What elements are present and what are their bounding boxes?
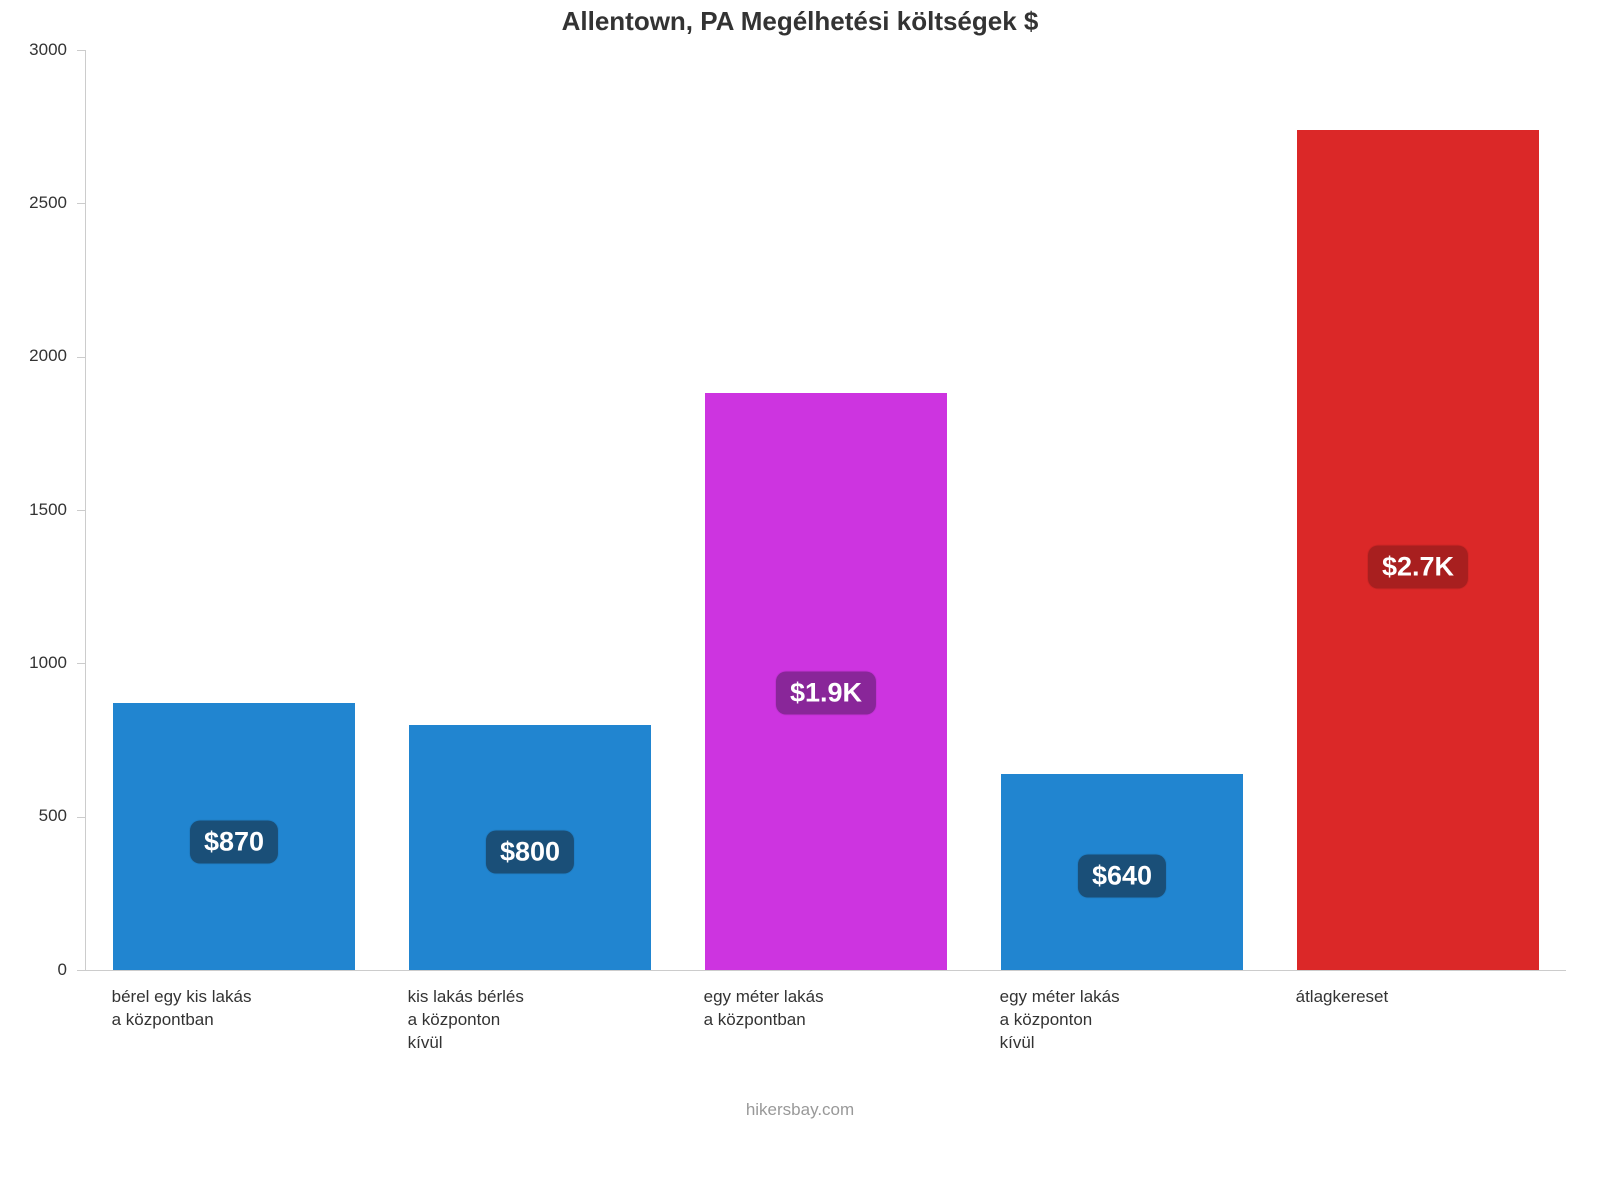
- y-tick-label: 500: [0, 806, 67, 826]
- cost-of-living-chart: Allentown, PA Megélhetési költségek $ $8…: [0, 0, 1600, 1200]
- plot-area: $870 $800 $1.9K $640 $2.7K: [85, 50, 1566, 971]
- bar-value-label-avg_salary: $2.7K: [1368, 545, 1468, 588]
- y-tick-label: 1500: [0, 500, 67, 520]
- y-tick-mark: [77, 50, 85, 51]
- chart-footer: hikersbay.com: [0, 1100, 1600, 1120]
- x-label-rent_small_outside: kis lakás bérlésa központonkívül: [408, 986, 651, 1055]
- y-tick-label: 2000: [0, 346, 67, 366]
- x-label-line: bérel egy kis lakás: [112, 986, 355, 1009]
- x-label-line: a központban: [112, 1009, 355, 1032]
- x-label-line: a központon: [1000, 1009, 1243, 1032]
- x-label-line: kis lakás bérlés: [408, 986, 651, 1009]
- bar-value-label-sqm_center: $1.9K: [776, 672, 876, 715]
- bar-value-label-sqm_outside: $640: [1078, 854, 1166, 897]
- x-label-line: átlagkereset: [1296, 986, 1539, 1009]
- y-tick-mark: [77, 970, 85, 971]
- y-tick-label: 0: [0, 960, 67, 980]
- y-tick-mark: [77, 663, 85, 664]
- y-tick-label: 1000: [0, 653, 67, 673]
- y-tick-mark: [77, 203, 85, 204]
- y-tick-mark: [77, 817, 85, 818]
- x-label-line: kívül: [408, 1032, 651, 1055]
- x-label-sqm_outside: egy méter lakása központonkívül: [1000, 986, 1243, 1055]
- x-label-line: a központban: [704, 1009, 947, 1032]
- x-label-rent_small_center: bérel egy kis lakása központban: [112, 986, 355, 1032]
- bar-value-label-rent_small_outside: $800: [486, 831, 574, 874]
- chart-title: Allentown, PA Megélhetési költségek $: [0, 6, 1600, 37]
- x-label-line: kívül: [1000, 1032, 1243, 1055]
- y-tick-label: 2500: [0, 193, 67, 213]
- y-tick-mark: [77, 357, 85, 358]
- x-label-line: egy méter lakás: [704, 986, 947, 1009]
- bar-value-label-rent_small_center: $870: [190, 820, 278, 863]
- x-label-sqm_center: egy méter lakása központban: [704, 986, 947, 1032]
- y-tick-label: 3000: [0, 40, 67, 60]
- x-label-line: a központon: [408, 1009, 651, 1032]
- y-tick-mark: [77, 510, 85, 511]
- x-label-avg_salary: átlagkereset: [1296, 986, 1539, 1009]
- x-label-line: egy méter lakás: [1000, 986, 1243, 1009]
